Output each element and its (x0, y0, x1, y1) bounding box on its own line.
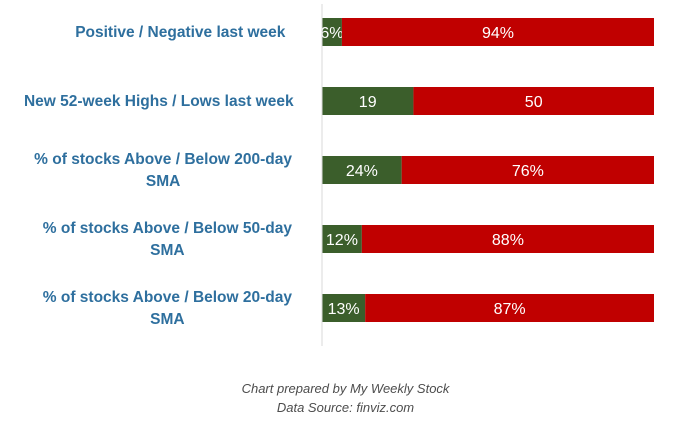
bar-segment-first (322, 87, 414, 115)
data-label: 94% (482, 25, 514, 42)
category-label: % of stocks Above / Below 200-day SMA (34, 151, 292, 190)
data-source: Data Source: finviz.com (276, 400, 415, 415)
data-label: 88% (492, 232, 524, 249)
data-label: 12% (326, 232, 358, 249)
data-label: 19 (359, 94, 377, 111)
bar-segment-first (322, 18, 342, 46)
data-label: 87% (494, 301, 526, 318)
bar-segment-first (322, 156, 402, 184)
data-label: 13% (328, 301, 360, 318)
category-label: % of stocks Above / Below 20-day SMA (43, 289, 293, 328)
bar-segment-first (322, 294, 366, 322)
bar-segment-second (365, 294, 654, 322)
bar-segment-second (361, 225, 654, 253)
data-label: 6% (320, 25, 343, 42)
category-label: New 52-week Highs / Lows last week (24, 93, 294, 110)
category-labels: Positive / Negative last week New 52-week… (24, 24, 294, 328)
bars: 6% 94% 19 50 24% 76% 12% 88% 13% 87% (320, 18, 654, 322)
category-label: % of stocks Above / Below 50-day SMA (43, 220, 293, 259)
data-label: 76% (512, 163, 544, 180)
category-label: Positive / Negative last week (75, 24, 286, 41)
bar-segment-second (401, 156, 654, 184)
bar-segment-second (413, 87, 654, 115)
bar-segment-second (341, 18, 654, 46)
bar-segment-first (322, 225, 362, 253)
chart-credit: Chart prepared by My Weekly Stock (241, 381, 450, 396)
data-label: 50 (525, 94, 543, 111)
data-label: 24% (346, 163, 378, 180)
